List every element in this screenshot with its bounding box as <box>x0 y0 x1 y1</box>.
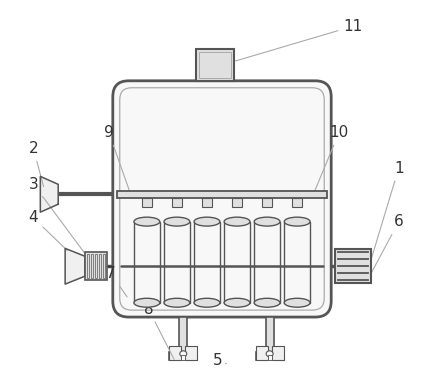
Text: 7: 7 <box>106 266 127 297</box>
Text: 6: 6 <box>368 214 404 279</box>
Text: 5: 5 <box>213 353 226 368</box>
Ellipse shape <box>194 217 220 226</box>
Bar <box>172 198 182 207</box>
Ellipse shape <box>194 298 220 307</box>
Ellipse shape <box>266 351 273 357</box>
Bar <box>196 49 234 81</box>
Bar <box>199 52 231 78</box>
Bar <box>224 222 250 303</box>
Bar <box>194 222 220 303</box>
Bar <box>256 352 284 360</box>
Bar <box>256 346 268 360</box>
Text: 10: 10 <box>315 125 349 192</box>
Text: 3: 3 <box>28 177 85 254</box>
Bar <box>99 254 101 278</box>
Bar <box>262 198 272 207</box>
Bar <box>95 254 97 278</box>
Bar <box>134 222 160 303</box>
Text: 1: 1 <box>372 161 404 258</box>
Polygon shape <box>40 176 58 212</box>
Bar <box>232 198 242 207</box>
Ellipse shape <box>180 351 187 357</box>
Bar <box>164 222 190 303</box>
Bar <box>169 352 197 360</box>
Ellipse shape <box>134 217 160 226</box>
Text: 11: 11 <box>236 19 363 61</box>
Text: 9: 9 <box>104 125 130 192</box>
Bar <box>202 198 212 207</box>
Bar <box>284 222 310 303</box>
Ellipse shape <box>164 217 190 226</box>
Bar <box>91 254 93 278</box>
Bar <box>85 252 107 280</box>
Bar <box>292 198 302 207</box>
Bar <box>142 198 152 207</box>
Bar <box>103 254 105 278</box>
Ellipse shape <box>134 298 160 307</box>
Polygon shape <box>65 249 85 284</box>
Bar <box>185 346 197 360</box>
Bar <box>266 317 274 352</box>
Ellipse shape <box>254 298 280 307</box>
Ellipse shape <box>254 217 280 226</box>
Text: 8: 8 <box>144 302 174 359</box>
Ellipse shape <box>224 298 250 307</box>
Bar <box>335 249 371 283</box>
Text: 4: 4 <box>28 210 67 250</box>
Text: 2: 2 <box>28 141 43 187</box>
Bar <box>272 346 284 360</box>
Bar <box>87 254 89 278</box>
Ellipse shape <box>224 217 250 226</box>
Ellipse shape <box>284 217 310 226</box>
Ellipse shape <box>284 298 310 307</box>
Bar <box>169 346 181 360</box>
Bar <box>268 355 272 360</box>
Ellipse shape <box>164 298 190 307</box>
Bar <box>117 191 327 198</box>
Bar <box>179 317 187 352</box>
FancyBboxPatch shape <box>113 81 331 317</box>
Bar <box>254 222 280 303</box>
Bar <box>181 355 185 360</box>
